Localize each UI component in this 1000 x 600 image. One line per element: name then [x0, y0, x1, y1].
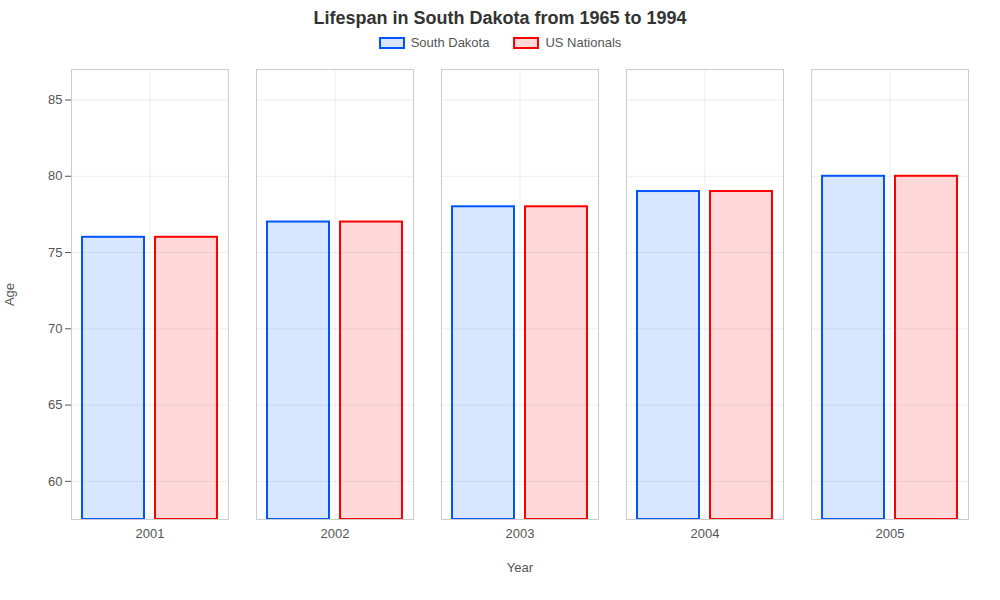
- svg-text:2002: 2002: [321, 526, 350, 541]
- svg-text:2004: 2004: [691, 526, 720, 541]
- svg-text:85: 85: [48, 92, 62, 107]
- svg-text:2003: 2003: [506, 526, 535, 541]
- html-text:South Dakota: South Dakota: [410, 35, 490, 50]
- html-text:Lifespan in South Dakota from: Lifespan in South Dakota from 1965 to 19…: [313, 8, 687, 28]
- svg-text:70: 70: [48, 321, 62, 336]
- svg-text:60: 60: [48, 474, 62, 489]
- svg-text:2001: 2001: [136, 526, 165, 541]
- html-text:US Nationals: US Nationals: [545, 35, 622, 50]
- svg-text:80: 80: [48, 168, 62, 183]
- svg-text:75: 75: [48, 245, 62, 260]
- svg-text:Age: Age: [2, 283, 17, 306]
- svg-text:2005: 2005: [876, 526, 905, 541]
- svg-text:65: 65: [48, 397, 62, 412]
- svg-text:Year: Year: [507, 560, 534, 575]
